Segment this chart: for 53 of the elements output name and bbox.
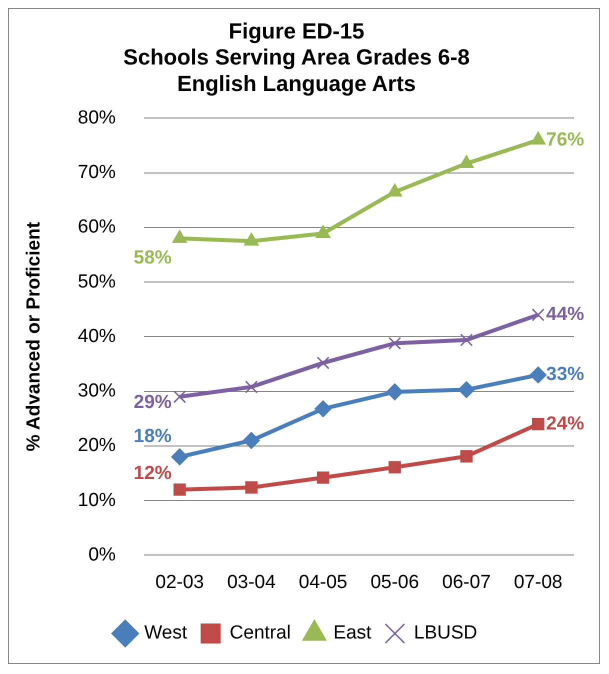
chart-title: Figure ED-15 Schools Serving Area Grades 6-8 English Language Arts [123,18,470,96]
legend-label: LBUSD [414,622,478,644]
data-label: 29% [134,392,172,414]
point [530,132,546,145]
y-tick-label: 0% [88,544,116,566]
y-tick-label: 80% [78,107,116,128]
x-tick-label: 03-04 [227,572,276,593]
point [387,183,402,196]
y-tick-label: 40% [78,326,116,347]
x-tick-label: 04-05 [298,572,348,593]
y-tick-label: 60% [78,216,116,238]
data-label: 12% [134,462,172,484]
point [460,334,473,346]
data-label: 58% [134,248,172,269]
data-label: 76% [546,129,584,150]
legend-label: West [144,622,188,644]
legend-label: East [333,622,372,644]
y-tick-label: 10% [78,490,116,511]
x-tick-label: 07-08 [514,572,562,593]
x-tick-label: 02-03 [155,572,204,593]
legend-label: Central [230,622,291,644]
point [316,471,330,484]
data-label: 18% [134,426,172,448]
data-label: 24% [546,413,584,434]
point [460,450,473,462]
point [532,418,544,430]
point [386,383,404,400]
point [532,308,545,322]
y-axis-title: % Advanced or Proficient [24,221,45,452]
point [173,390,186,404]
point [244,232,259,246]
point [314,400,332,418]
point [172,230,188,243]
x-tick-label: 05-06 [370,572,420,593]
point [171,448,188,466]
point [245,481,258,494]
point [388,461,401,474]
point [316,224,330,238]
point [174,483,186,496]
point [388,336,402,350]
point [244,380,258,394]
x-tick-label: 06-07 [442,572,491,593]
data-label: 33% [546,364,584,386]
point [316,356,330,370]
y-tick-label: 50% [78,271,116,292]
y-tick-label: 20% [78,435,116,456]
data-label: 44% [546,304,584,326]
point [242,432,260,449]
point [459,155,474,168]
y-tick-label: 30% [78,380,116,402]
y-tick-label: 70% [78,162,116,184]
point [458,381,475,398]
point [530,366,547,384]
